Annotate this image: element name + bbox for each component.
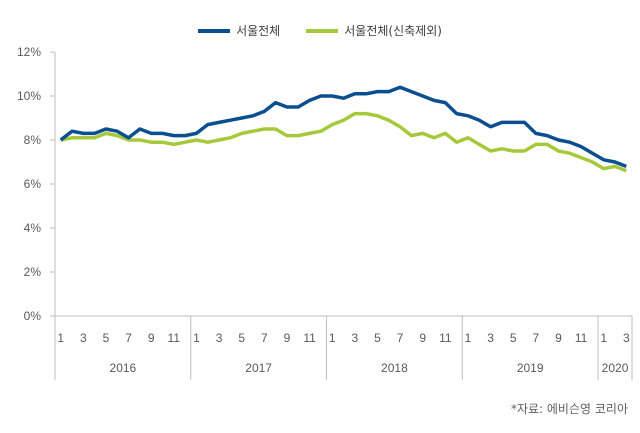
y-tick-label: 8%	[24, 133, 42, 147]
legend-label-excl-new: 서울전체(신축제외)	[344, 24, 442, 38]
x-tick-label: 9	[284, 331, 291, 345]
x-tick-label: 1	[57, 331, 64, 345]
x-tick-label: 9	[419, 331, 426, 345]
x-tick-label: 5	[510, 331, 517, 345]
legend-label-total: 서울전체	[236, 24, 281, 38]
year-label: 2017	[245, 361, 272, 375]
x-tick-label: 5	[238, 331, 245, 345]
x-tick-label: 1	[193, 331, 200, 345]
year-label: 2019	[517, 361, 544, 375]
x-tick-label: 5	[374, 331, 381, 345]
y-tick-label: 10%	[17, 89, 41, 103]
y-tick-label: 0%	[24, 309, 42, 323]
x-tick-label: 9	[148, 331, 155, 345]
series-line-total	[59, 85, 627, 169]
y-tick-label: 4%	[24, 221, 42, 235]
x-tick-label: 3	[623, 331, 630, 345]
x-tick-label: 3	[487, 331, 494, 345]
x-tick-label: 3	[80, 331, 87, 345]
x-tick-label: 11	[168, 331, 181, 345]
source-note: *자료: 에비슨영 코리아	[510, 402, 628, 416]
x-tick-label: 5	[103, 331, 110, 345]
y-tick-label: 12%	[17, 45, 41, 59]
x-tick-label: 11	[439, 331, 452, 345]
x-tick-label: 3	[351, 331, 358, 345]
year-label: 2020	[602, 361, 629, 375]
year-label: 2018	[381, 361, 408, 375]
x-tick-label: 3	[216, 331, 223, 345]
x-tick-label: 9	[555, 331, 562, 345]
x-tick-label: 7	[532, 331, 539, 345]
x-tick-label: 7	[261, 331, 268, 345]
x-tick-label: 11	[575, 331, 588, 345]
legend-swatch-excl-new	[306, 28, 339, 33]
x-tick-label: 1	[329, 331, 336, 345]
legend-item-excl-new: 서울전체(신축제외)	[306, 22, 442, 39]
x-tick-label: 7	[125, 331, 132, 345]
x-tick-label: 1	[600, 331, 607, 345]
series-line-excl-new	[60, 111, 627, 173]
legend-item-total: 서울전체	[198, 22, 280, 39]
x-tick-label: 7	[397, 331, 404, 345]
year-label: 2016	[110, 361, 137, 375]
y-tick-label: 2%	[24, 265, 42, 279]
legend: 서울전체 서울전체(신축제외)	[0, 22, 640, 39]
x-tick-label: 11	[303, 331, 316, 345]
legend-swatch-total	[198, 28, 231, 33]
y-tick-label: 6%	[24, 177, 42, 191]
x-tick-label: 1	[465, 331, 472, 345]
